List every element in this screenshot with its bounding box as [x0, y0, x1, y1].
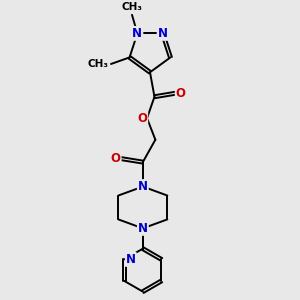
Text: N: N	[138, 222, 148, 235]
Text: N: N	[132, 27, 142, 40]
Text: O: O	[137, 112, 147, 125]
Text: N: N	[158, 27, 168, 40]
Text: O: O	[111, 152, 121, 165]
Text: N: N	[138, 180, 148, 193]
Text: CH₃: CH₃	[88, 59, 109, 69]
Text: CH₃: CH₃	[122, 2, 142, 13]
Text: O: O	[176, 87, 186, 100]
Text: N: N	[126, 253, 136, 266]
